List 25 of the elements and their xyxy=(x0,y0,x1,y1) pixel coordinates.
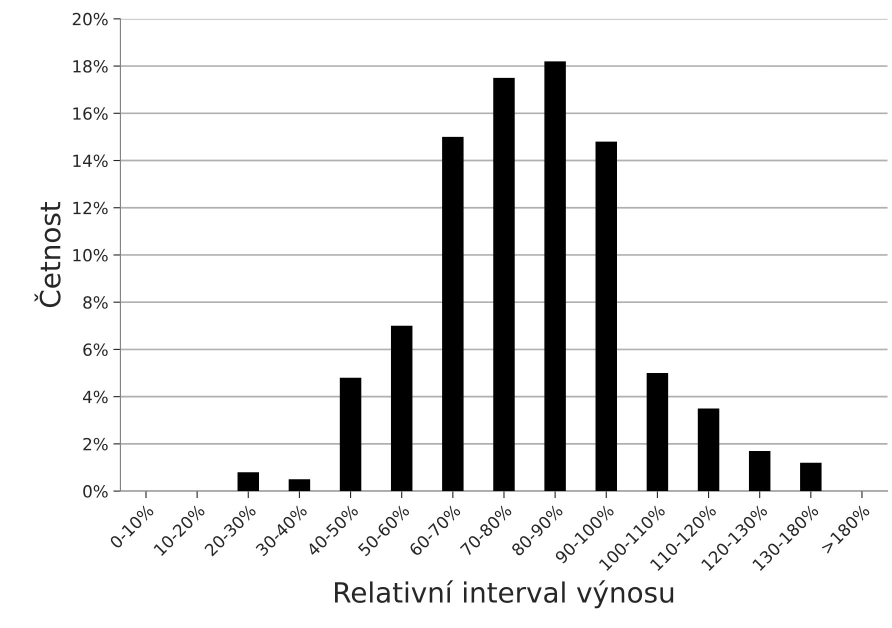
bar xyxy=(544,61,566,492)
y-tick-label: 4% xyxy=(82,390,108,404)
y-tick-label: 2% xyxy=(83,438,108,450)
y-tick-label: 16% xyxy=(73,107,108,120)
bar xyxy=(288,479,310,492)
bar xyxy=(596,142,617,492)
x-axis-title: Relativní interval výnosu xyxy=(335,580,674,608)
bar xyxy=(442,136,464,492)
y-tick-label: 6% xyxy=(83,343,108,356)
bar xyxy=(646,373,668,492)
bar xyxy=(238,472,260,492)
y-tick-label: 14% xyxy=(73,154,108,168)
bar xyxy=(800,462,822,492)
bar xyxy=(493,78,515,492)
bar xyxy=(698,408,720,492)
y-tick-label: 10% xyxy=(73,248,108,262)
y-tick-label: 20% xyxy=(72,12,108,26)
y-tick-label: 12% xyxy=(73,202,108,214)
y-tick-label: 18% xyxy=(73,60,108,73)
bar xyxy=(390,326,412,492)
bar xyxy=(340,378,362,492)
bar xyxy=(748,450,770,492)
y-axis-title: Četnost xyxy=(34,202,61,308)
y-tick-label: 8% xyxy=(83,296,108,309)
y-tick-label: 0% xyxy=(83,485,108,498)
